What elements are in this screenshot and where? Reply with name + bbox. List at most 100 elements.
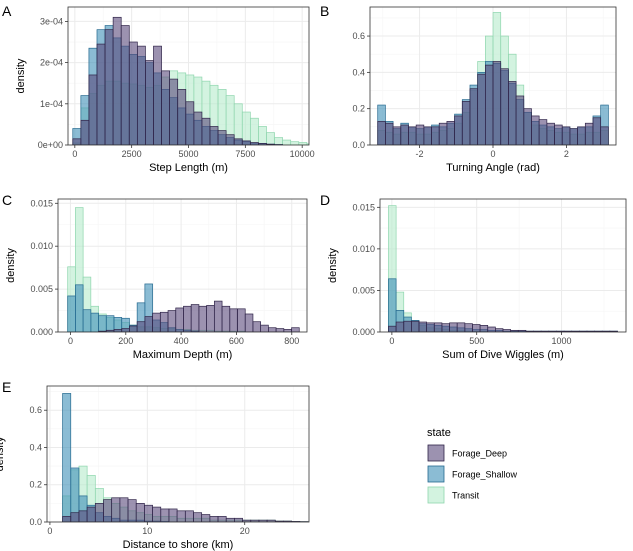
histogram-bar	[167, 310, 177, 332]
panel-letter: B	[320, 3, 329, 19]
histogram-bar	[198, 305, 207, 332]
series-forage-deep	[72, 16, 283, 145]
x-axis-title: Distance to shore (km)	[123, 539, 234, 551]
histogram-bar	[193, 111, 203, 145]
histogram-bar	[135, 503, 145, 522]
histogram-bar	[129, 325, 138, 332]
histogram-bar	[193, 512, 203, 522]
y-tick-label: 0.005	[30, 284, 53, 294]
y-tick-label: 2e-04	[40, 58, 63, 68]
histogram-bar	[266, 132, 275, 145]
y-tick-label: 0.0	[29, 517, 42, 527]
histogram-bar	[469, 88, 479, 145]
histogram-bar	[403, 320, 412, 332]
x-tick-label: 0	[72, 149, 77, 159]
histogram-bar	[120, 25, 130, 145]
histogram-bar	[62, 516, 72, 522]
histogram-bar	[152, 506, 162, 522]
panel-border	[57, 198, 308, 333]
panel-letter: E	[2, 379, 11, 395]
y-axis-title: density	[15, 58, 27, 93]
y-tick-label: 0.6	[29, 405, 42, 415]
legend-key-forage-shallow	[427, 465, 445, 483]
histogram-bar	[275, 328, 285, 332]
histogram-bar	[385, 122, 394, 145]
histogram-bar	[461, 101, 471, 145]
histogram-bar	[449, 322, 458, 332]
y-tick-label: 0.015	[352, 202, 375, 212]
histogram-bar	[274, 137, 283, 145]
x-tick-label: -2	[416, 149, 424, 159]
histogram-bar	[234, 517, 243, 522]
histogram-bar	[441, 323, 450, 332]
x-tick-label: 400	[174, 336, 189, 346]
panel-e: 0 10 20 0.0 0.2 0.4 0.6 Distance to shore (km) d…	[0, 379, 310, 551]
legend-label: Forage_Deep	[452, 449, 507, 459]
histogram-bar	[225, 134, 235, 145]
histogram-bar	[128, 41, 138, 145]
y-tick-label: 0.000	[30, 327, 53, 337]
bars	[377, 12, 609, 145]
histogram-bar	[479, 325, 489, 332]
histogram-bar	[392, 126, 402, 145]
histogram-bar	[577, 126, 586, 145]
histogram-bar	[145, 60, 154, 145]
bars	[388, 205, 618, 332]
x-axis-title: Sum of Dive Wiggles (m)	[442, 349, 564, 361]
y-tick-label: 0.005	[352, 285, 375, 295]
histogram-bar	[144, 504, 153, 522]
histogram-bar	[90, 312, 99, 332]
histogram-bar	[584, 122, 594, 145]
x-tick-label: 5000	[178, 149, 198, 159]
histogram-bar	[433, 322, 443, 332]
histogram-bar	[185, 101, 195, 145]
histogram-bar	[160, 508, 170, 522]
histogram-bar	[94, 503, 104, 522]
series-forage-deep	[377, 61, 609, 145]
legend-key-forage-deep	[427, 444, 445, 462]
panel-a: 0 2500 5000 7500 10000 0e+00 1e-04 2e-04 3e-04 St…	[2, 3, 315, 174]
histogram-bar	[377, 121, 386, 145]
histogram-bar	[96, 43, 106, 145]
panel-letter: A	[2, 3, 12, 19]
x-tick-label: 7500	[235, 149, 255, 159]
histogram-bar	[75, 284, 84, 332]
histogram-bar	[472, 324, 481, 332]
y-tick-label: 0.2	[352, 104, 365, 114]
histogram-bar	[500, 68, 509, 145]
histogram-bar	[119, 497, 129, 522]
histogram-bar	[477, 73, 486, 145]
histogram-bar	[388, 325, 397, 332]
x-tick-label: 0	[47, 526, 52, 536]
histogram-bar	[213, 300, 223, 332]
histogram-bar	[418, 321, 428, 332]
x-tick-label: 200	[118, 336, 133, 346]
histogram-bar	[609, 330, 618, 332]
histogram-bar	[388, 278, 397, 332]
histogram-bar	[592, 117, 602, 145]
y-tick-label: 0.4	[352, 67, 365, 77]
histogram-bar	[454, 115, 463, 145]
histogram-bar	[600, 126, 609, 145]
panel-border	[46, 385, 310, 523]
grid	[380, 199, 626, 332]
histogram-bar	[538, 119, 548, 145]
x-axis-title: Step Length (m)	[149, 162, 228, 174]
histogram-bar	[111, 497, 121, 522]
histogram-bar	[190, 304, 200, 332]
histogram-bar	[217, 516, 227, 522]
y-tick-label: 3e-04	[40, 16, 63, 26]
x-tick-label: 20	[240, 526, 250, 536]
histogram-bar	[306, 143, 309, 145]
bars	[72, 16, 309, 145]
series-forage-deep	[62, 497, 309, 522]
histogram-bar	[217, 130, 227, 145]
histogram-bar	[201, 514, 211, 522]
x-tick-label: 0	[490, 149, 495, 159]
x-axis-title: Turning Angle (rad)	[446, 162, 540, 174]
histogram-bar	[268, 327, 277, 332]
histogram-bar	[62, 393, 72, 522]
series-forage-deep	[98, 300, 300, 332]
histogram-bar	[127, 499, 137, 522]
